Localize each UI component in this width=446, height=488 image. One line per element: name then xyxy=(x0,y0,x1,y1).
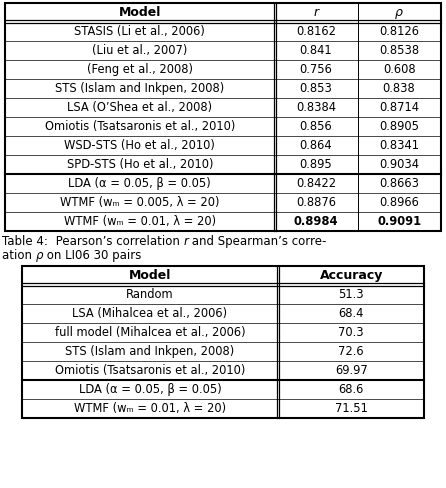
Text: r: r xyxy=(314,6,318,19)
Text: LSA (O’Shea et al., 2008): LSA (O’Shea et al., 2008) xyxy=(67,101,212,114)
Text: 0.895: 0.895 xyxy=(300,158,332,171)
Text: SPD-STS (Ho et al., 2010): SPD-STS (Ho et al., 2010) xyxy=(66,158,213,171)
Text: ation: ation xyxy=(2,249,36,262)
Text: STS (Islam and Inkpen, 2008): STS (Islam and Inkpen, 2008) xyxy=(66,345,235,358)
Text: full model (Mihalcea et al., 2006): full model (Mihalcea et al., 2006) xyxy=(55,326,245,339)
Text: Random: Random xyxy=(126,288,174,301)
Text: 70.3: 70.3 xyxy=(339,326,364,339)
Text: (Liu et al., 2007): (Liu et al., 2007) xyxy=(92,44,188,57)
Text: 0.8714: 0.8714 xyxy=(379,101,419,114)
Text: 0.8905: 0.8905 xyxy=(379,120,419,133)
Text: 69.97: 69.97 xyxy=(335,364,368,377)
Text: 0.841: 0.841 xyxy=(300,44,332,57)
Text: 0.838: 0.838 xyxy=(383,82,416,95)
Text: WTMF (wₘ = 0.01, λ = 20): WTMF (wₘ = 0.01, λ = 20) xyxy=(64,215,216,228)
Text: 0.8384: 0.8384 xyxy=(296,101,336,114)
Text: 0.853: 0.853 xyxy=(300,82,332,95)
Text: 0.756: 0.756 xyxy=(300,63,332,76)
Text: LDA (α = 0.05, β = 0.05): LDA (α = 0.05, β = 0.05) xyxy=(69,177,211,190)
Text: Model: Model xyxy=(119,6,161,19)
Text: WSD-STS (Ho et al., 2010): WSD-STS (Ho et al., 2010) xyxy=(64,139,215,152)
Text: Omiotis (Tsatsaronis et al., 2010): Omiotis (Tsatsaronis et al., 2010) xyxy=(55,364,245,377)
Text: LDA (α = 0.05, β = 0.05): LDA (α = 0.05, β = 0.05) xyxy=(78,383,221,396)
Text: 68.6: 68.6 xyxy=(339,383,364,396)
Text: 0.864: 0.864 xyxy=(300,139,332,152)
Text: 0.8422: 0.8422 xyxy=(296,177,336,190)
Text: Pearson’s correlation: Pearson’s correlation xyxy=(52,235,183,248)
Text: ρ: ρ xyxy=(36,249,43,262)
Text: Accuracy: Accuracy xyxy=(319,269,383,282)
Text: and Spearman’s corre-: and Spearman’s corre- xyxy=(188,235,326,248)
Text: STS (Islam and Inkpen, 2008): STS (Islam and Inkpen, 2008) xyxy=(55,82,224,95)
Text: 0.8984: 0.8984 xyxy=(293,215,338,228)
Text: 0.8876: 0.8876 xyxy=(296,196,336,209)
Text: r: r xyxy=(183,235,188,248)
Text: 0.8341: 0.8341 xyxy=(379,139,419,152)
Bar xyxy=(22,266,424,418)
Text: 0.9091: 0.9091 xyxy=(377,215,421,228)
Text: LSA (Mihalcea et al., 2006): LSA (Mihalcea et al., 2006) xyxy=(72,307,227,320)
Text: 0.8538: 0.8538 xyxy=(379,44,419,57)
Bar xyxy=(5,3,441,231)
Text: 71.51: 71.51 xyxy=(334,402,368,415)
Text: (Feng et al., 2008): (Feng et al., 2008) xyxy=(87,63,193,76)
Text: on LI06 30 pairs: on LI06 30 pairs xyxy=(43,249,142,262)
Text: 51.3: 51.3 xyxy=(339,288,364,301)
Text: 0.8126: 0.8126 xyxy=(379,25,419,38)
Text: 72.6: 72.6 xyxy=(339,345,364,358)
Text: ρ: ρ xyxy=(395,6,403,19)
Text: Model: Model xyxy=(129,269,171,282)
Text: 0.8966: 0.8966 xyxy=(379,196,419,209)
Text: 0.608: 0.608 xyxy=(383,63,415,76)
Text: 0.8162: 0.8162 xyxy=(296,25,336,38)
Text: 68.4: 68.4 xyxy=(339,307,364,320)
Text: 0.9034: 0.9034 xyxy=(379,158,419,171)
Text: Table 4:: Table 4: xyxy=(2,235,52,248)
Text: WTMF (wₘ = 0.005, λ = 20): WTMF (wₘ = 0.005, λ = 20) xyxy=(60,196,219,209)
Text: 0.8663: 0.8663 xyxy=(379,177,419,190)
Text: STASIS (Li et al., 2006): STASIS (Li et al., 2006) xyxy=(74,25,205,38)
Text: WTMF (wₘ = 0.01, λ = 20): WTMF (wₘ = 0.01, λ = 20) xyxy=(74,402,226,415)
Text: Omiotis (Tsatsaronis et al., 2010): Omiotis (Tsatsaronis et al., 2010) xyxy=(45,120,235,133)
Text: 0.856: 0.856 xyxy=(300,120,332,133)
